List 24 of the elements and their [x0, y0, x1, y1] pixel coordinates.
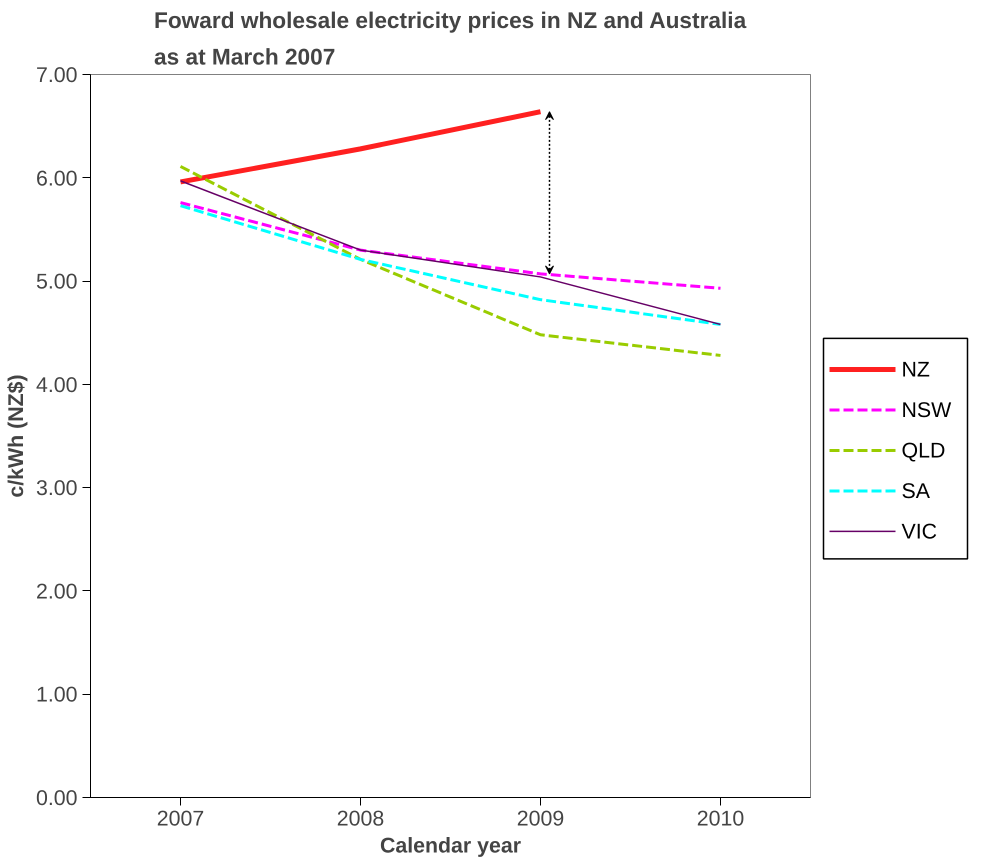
x-axis-title: Calendar year [380, 834, 522, 858]
x-tick-label: 2010 [696, 806, 744, 830]
chart-title: Foward wholesale electricity prices in NZ and Australia as at March 2007 [154, 7, 747, 70]
x-tick-label: 2009 [516, 806, 564, 830]
legend-label: NSW [902, 398, 952, 422]
legend-label: NZ [902, 357, 930, 382]
legend-label: VIC [902, 519, 938, 544]
legend-label: QLD [902, 438, 946, 462]
y-tick-label: 4.00 [36, 372, 78, 397]
y-tick-label: 3.00 [36, 476, 78, 500]
line-series [180, 180, 722, 326]
y-tick-label: 0.00 [36, 786, 78, 810]
y-tick-label: 7.00 [36, 63, 78, 87]
y-tick-label: 2.00 [36, 579, 78, 604]
x-tick-label: 2008 [336, 806, 384, 830]
line-series [179, 164, 722, 357]
y-axis-title: c/kWh (NZ$) [4, 374, 28, 498]
y-tick-label: 6.00 [36, 166, 78, 190]
y-tick-label: 1.00 [36, 682, 78, 707]
line-series [179, 204, 722, 326]
y-tick-label: 5.00 [36, 270, 78, 294]
x-tick-label: 2007 [156, 806, 204, 830]
legend-label: SA [902, 478, 931, 503]
line-series [179, 201, 722, 290]
